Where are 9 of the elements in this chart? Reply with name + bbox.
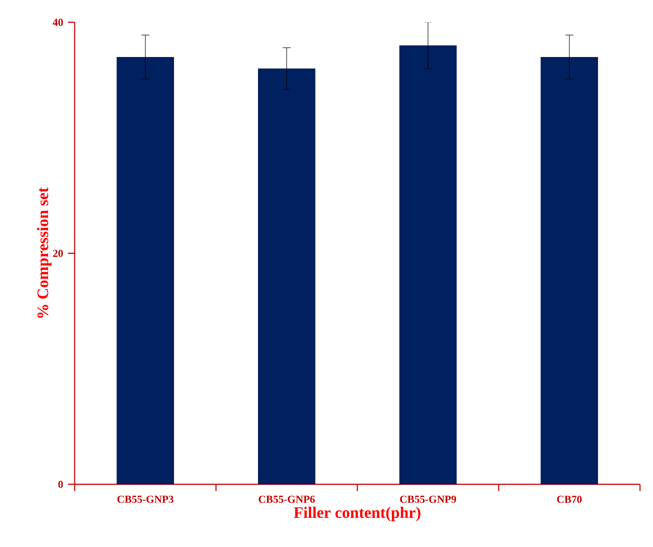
y-tick-label: 20: [53, 250, 63, 257]
x-axis-title: Filler content(phr): [294, 506, 420, 522]
x-tick-label: CB70: [557, 496, 582, 503]
x-tick-label: CB55-GNP9: [400, 496, 456, 503]
x-tick-label: CB55-GNP3: [117, 496, 174, 503]
x-tick-label: CB55-GNP6: [258, 496, 315, 503]
y-tick-label: 40: [52, 18, 63, 26]
y-axis-title: % Compression set: [36, 187, 52, 318]
y-tick-label: 0: [58, 480, 63, 488]
